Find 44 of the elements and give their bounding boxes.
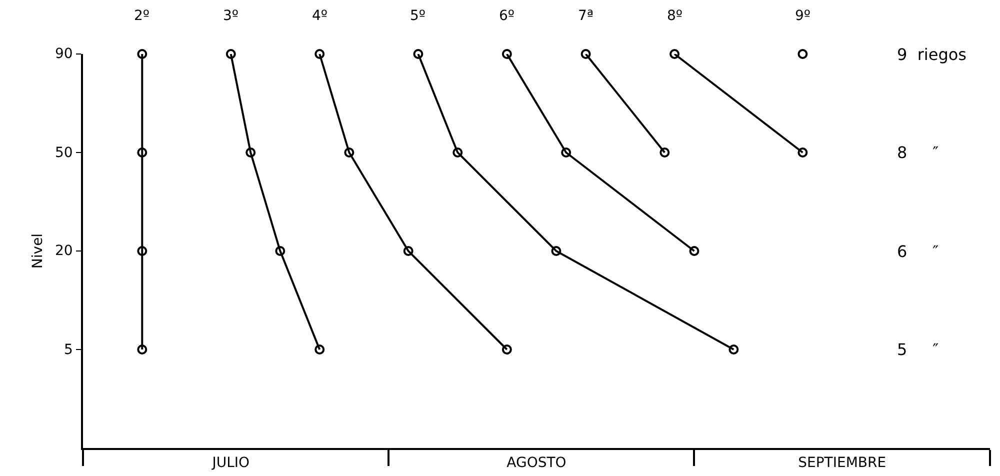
- point: [137, 344, 148, 354]
- point: [580, 49, 591, 59]
- point: [502, 344, 512, 354]
- annotation: 6 ″: [897, 242, 939, 261]
- point: [551, 246, 562, 256]
- point: [561, 148, 572, 158]
- y-axis-title: Nivel: [30, 233, 46, 269]
- point: [452, 148, 463, 158]
- x-tick-label: SEPTIEMBRE: [798, 454, 886, 471]
- annotation: 5 ″: [897, 340, 939, 359]
- point: [660, 148, 670, 158]
- series-label: 4º: [312, 8, 328, 24]
- series-label: 2º: [134, 8, 150, 24]
- x-tick-label: JULIO: [211, 454, 250, 471]
- series-label: 3º: [223, 8, 239, 24]
- point: [798, 49, 808, 59]
- point: [670, 49, 680, 59]
- point: [502, 49, 512, 59]
- point: [403, 246, 414, 256]
- point: [798, 148, 808, 158]
- point: [137, 49, 148, 59]
- point: [226, 49, 236, 59]
- series-label: 9º: [795, 8, 811, 24]
- point: [413, 49, 424, 59]
- point: [246, 148, 256, 158]
- point: [275, 246, 286, 256]
- point: [344, 148, 354, 158]
- point: [137, 148, 148, 158]
- point: [314, 49, 325, 59]
- series-label: 7ª: [578, 8, 594, 24]
- series-label: 8º: [667, 8, 683, 24]
- text: 20: [55, 243, 73, 259]
- annotation: 9 riegos: [897, 45, 966, 64]
- text: 90: [55, 46, 73, 62]
- point: [728, 344, 739, 354]
- point: [137, 246, 148, 256]
- text: 50: [55, 145, 73, 161]
- x-tick-label: AGOSTO: [506, 454, 566, 471]
- point: [689, 246, 700, 256]
- point: [314, 344, 325, 354]
- text: 5: [64, 342, 73, 358]
- annotation: 8 ″: [897, 143, 939, 162]
- series-label: 5º: [410, 8, 426, 24]
- series-label: 6º: [499, 8, 515, 24]
